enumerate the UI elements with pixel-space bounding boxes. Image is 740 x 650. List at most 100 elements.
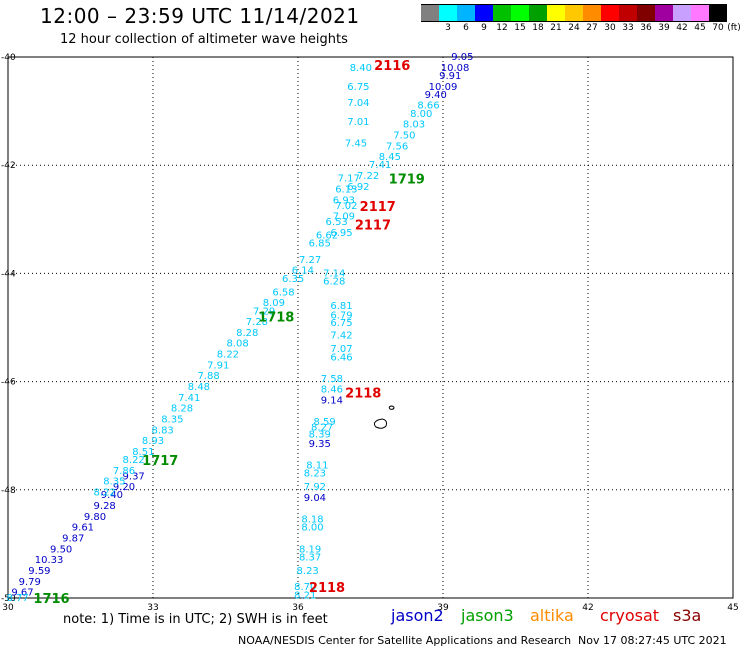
jason3-data-label: 7.42	[330, 331, 352, 342]
jason3-data-label: 7.17	[338, 174, 360, 185]
jason3-data-label: 6.13	[335, 185, 357, 196]
footer-timestamp: Nov 17 08:27:45 UTC 2021	[578, 634, 727, 647]
jason3-data-label: 7.92	[304, 482, 326, 493]
colorbar-swatch	[601, 4, 619, 22]
jason2-data-label: 9.50	[50, 544, 72, 555]
colorbar-swatch	[421, 4, 439, 22]
plot-frame	[7, 56, 734, 599]
jason2-data-label: 9.28	[94, 501, 116, 512]
y-tick-label: -44	[1, 269, 16, 279]
cryosat-data-label: 2118	[345, 386, 381, 401]
y-tick-label: -50	[1, 594, 16, 604]
jason2-data-label: 9.05	[451, 52, 473, 63]
jason2-data-label: 9.79	[19, 577, 41, 588]
jason3-data-label: 7.56	[386, 141, 408, 152]
colorbar-tick-label: 45	[694, 23, 706, 33]
jason2-data-label: 9.61	[72, 523, 94, 534]
jason3-data-label: 8.35	[161, 414, 183, 425]
colorbar-tick-label: 21	[550, 23, 562, 33]
y-tick-label: -40	[1, 53, 16, 63]
jason3-data-label: 7.01	[347, 117, 369, 128]
jason3-data-label: 8.59	[313, 417, 335, 428]
jason2-data-label: 10.09	[429, 82, 458, 93]
colorbar-swatch	[457, 4, 475, 22]
jason3-data-label: 8.35	[103, 477, 125, 488]
jason3-data-label: 6.95	[330, 228, 352, 239]
jason2-data-label: 9.59	[28, 566, 50, 577]
jason3-data-label: 8.83	[152, 425, 174, 436]
jason3-data-label: 7.86	[113, 466, 135, 477]
island-outline	[373, 418, 387, 429]
colorbar-tick-label: 12	[496, 23, 508, 33]
jason3-data-label: 8.22	[217, 350, 239, 361]
colorbar-swatch	[709, 4, 727, 22]
jason3-data-label: 7.02	[335, 201, 357, 212]
jason3-data-label: 6.75	[330, 318, 352, 329]
jason3-data-label: 6.93	[333, 195, 355, 206]
x-tick-label: 36	[292, 603, 304, 613]
colorbar-tick-label: 42	[676, 23, 688, 33]
jason2-data-label: 9.80	[84, 512, 106, 523]
colorbar-swatch	[583, 4, 601, 22]
jason3-data-label: 8.51	[132, 447, 154, 458]
jason3-data-label: 7.41	[369, 160, 391, 171]
jason3-data-label: 8.03	[403, 120, 425, 131]
jason2-data-label: 9.20	[113, 482, 135, 493]
jason3-data-label: 8.22	[123, 455, 145, 466]
colorbar-tick-label: 6	[463, 23, 469, 33]
jason3-data-label: 8.48	[188, 382, 210, 393]
s3a-data-label: 1716	[33, 592, 69, 607]
jason3-data-label: 8.23	[304, 469, 326, 480]
jason3-data-label: 6.92	[347, 182, 369, 193]
y-tick-label: -48	[1, 486, 16, 496]
colorbar-tick-label: 3	[445, 23, 451, 33]
jason3-data-label: 6.46	[330, 352, 352, 363]
page-title: 12:00 – 23:59 UTC 11/14/2021	[40, 4, 360, 28]
jason3-data-label: 8.70	[294, 582, 316, 593]
jason3-data-label: 7.88	[197, 371, 219, 382]
jason3-data-label: 7.14	[323, 268, 345, 279]
jason3-data-label: 7.41	[178, 393, 200, 404]
colorbar-unit: (ft)	[727, 23, 740, 33]
colorbar-swatch	[475, 4, 493, 22]
x-tick-label: 33	[147, 603, 158, 613]
jason3-data-label: 7.28	[246, 317, 268, 328]
jason3-data-label: 8.00	[410, 109, 432, 120]
colorbar-tick-label: 24	[568, 23, 580, 33]
jason3-data-label: 8.66	[417, 101, 439, 112]
jason3-data-label: 8.19	[299, 544, 321, 555]
jason3-data-label: 7.22	[357, 171, 379, 182]
jason3-data-label: 8.93	[142, 436, 164, 447]
colorbar-tick-label: 70	[712, 23, 724, 33]
colorbar-swatch	[547, 4, 565, 22]
jason3-data-label: 8.09	[263, 298, 285, 309]
jason3-data-label: 7.27	[299, 255, 321, 266]
jason3-data-label: 8.21	[294, 590, 316, 601]
colorbar-swatch	[655, 4, 673, 22]
colorbar-swatch	[439, 4, 457, 22]
jason3-data-label: 7.09	[333, 212, 355, 223]
x-tick-label: 42	[582, 603, 593, 613]
jason3-data-label: 6.35	[282, 274, 304, 285]
legend-s3a: s3a	[673, 606, 702, 625]
colorbar-tick-label: 15	[514, 23, 526, 33]
jason3-data-label: 8.08	[226, 339, 248, 350]
colorbar-swatch	[673, 4, 691, 22]
colorbar-tick-label: 33	[622, 23, 634, 33]
jason3-data-label: 8.28	[171, 404, 193, 415]
jason3-data-label: 7.04	[347, 98, 369, 109]
jason3-data-label: 8.00	[301, 523, 323, 534]
y-tick-label: -42	[1, 161, 16, 171]
jason3-data-label: 6.81	[330, 301, 352, 312]
colorbar-swatch	[493, 4, 511, 22]
jason2-data-label: 9.87	[62, 533, 84, 544]
cryosat-data-label: 2117	[355, 219, 391, 234]
jason3-data-label: 6.53	[326, 217, 348, 228]
jason3-data-label: 6.79	[330, 311, 352, 322]
colorbar-tick-label: 39	[658, 23, 670, 33]
cryosat-data-label: 2117	[360, 200, 396, 215]
colorbar-swatch	[511, 4, 529, 22]
jason3-data-label: 8.23	[297, 566, 319, 577]
jason3-data-label: 8.18	[301, 515, 323, 526]
jason3-data-label: 7.45	[345, 139, 367, 150]
